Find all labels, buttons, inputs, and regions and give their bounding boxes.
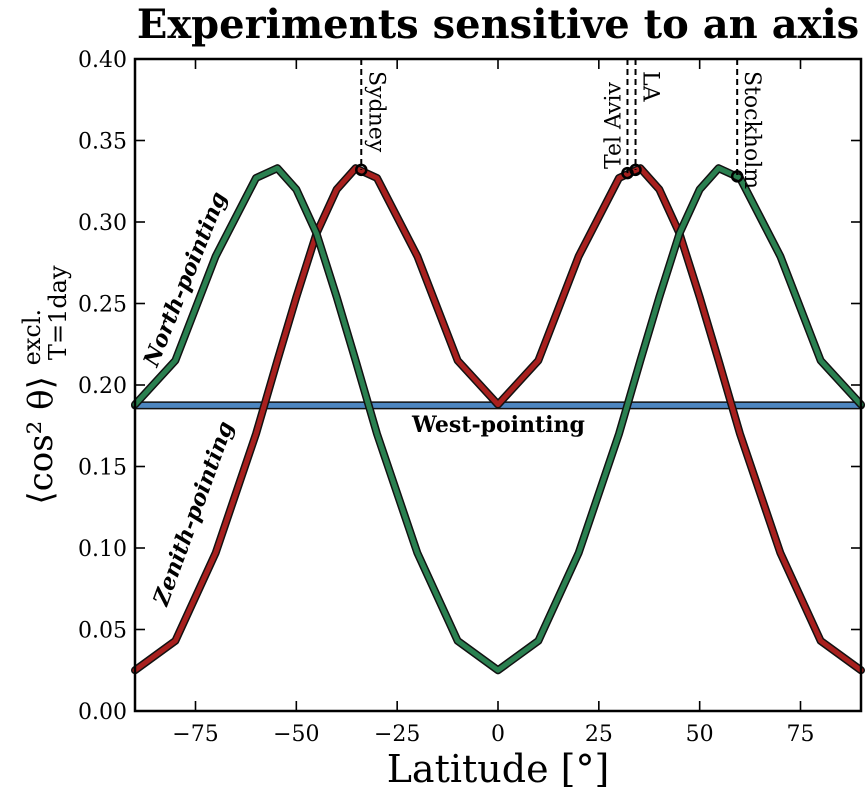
la-label: LA [638,71,663,103]
y-tick-label: 0.15 [78,456,127,481]
north-pointing-line [132,165,864,673]
y-tick-label: 0.10 [78,537,127,562]
y-tick-label: 0.20 [78,374,127,399]
y-tick-label: 0.30 [78,211,127,236]
y-tick-label: 0.05 [78,619,127,644]
tel-aviv-label: Tel Aviv [601,82,626,169]
y-tick-label: 0.25 [78,293,127,318]
y-tick-label: 0.40 [78,48,127,73]
y-axis-label-superscript: excl. [18,309,46,365]
la-marker [629,163,642,177]
x-tick-label: 75 [787,722,815,747]
y-axis-label: ⟨cos² θ⟩ excl. T=1day [9,265,72,505]
x-tick-label: 0 [491,722,505,747]
west-pointing-series-label: West-pointing [411,412,585,438]
sydney-label: Sydney [363,71,388,153]
x-tick-label: −75 [172,722,218,747]
x-axis-label: Latitude [°] [387,747,610,791]
plot-curves [131,164,865,675]
y-tick-label: 0.00 [78,700,127,725]
axis-ticks: −75 −50 −25 0 25 50 75 0.00 0.05 0.10 0.15 0.20 0.25… [78,48,861,747]
x-tick-label: −50 [273,722,319,747]
plot-frame [133,57,863,713]
stockholm-label: Stockholm [739,71,764,189]
zenith-pointing-line [132,165,864,673]
x-tick-label: 25 [585,722,613,747]
sydney-marker [355,163,368,177]
x-tick-label: −25 [374,722,420,747]
y-axis-label-subscript: T=1day [44,265,72,360]
location-markers: Sydney Tel Aviv LA Stockholm [355,59,764,189]
chart-title: Experiments sensitive to an axis [137,1,859,48]
stockholm-marker [730,170,744,183]
x-tick-label: 50 [686,722,714,747]
y-tick-label: 0.35 [78,130,127,155]
y-axis-label-main: ⟨cos² θ⟩ [21,376,61,504]
